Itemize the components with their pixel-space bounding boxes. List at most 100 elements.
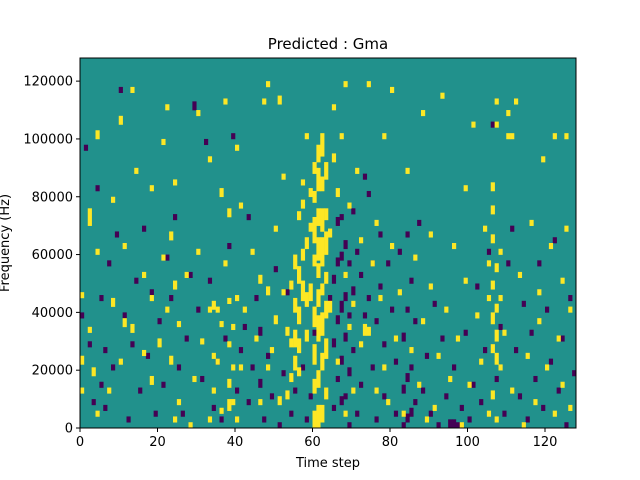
x-tick-label: 0 (76, 435, 84, 450)
heatmap-cell-high (300, 179, 306, 186)
heatmap-cell-low (436, 422, 441, 429)
heatmap-cell-low (475, 283, 480, 290)
heatmap-cell-low (339, 396, 344, 406)
heatmap-cell-high (506, 110, 511, 117)
heatmap-cell-low (99, 381, 104, 388)
heatmap-cell-low (479, 399, 484, 406)
heatmap-cell-high (537, 289, 542, 296)
heatmap-cell-high (297, 211, 302, 221)
heatmap-cell-high (196, 110, 201, 117)
heatmap-cell-high (475, 312, 480, 319)
heatmap-cell-high (382, 364, 387, 371)
heatmap-cell-high (533, 399, 538, 406)
heatmap-cell-high (219, 407, 224, 414)
heatmap-cell-low (328, 295, 333, 302)
heatmap-cell-high (413, 254, 418, 261)
heatmap-cell-high (312, 344, 317, 365)
heatmap-cell-high (483, 225, 488, 232)
heatmap-cell-high (486, 260, 492, 267)
heatmap-cell-high (149, 295, 154, 302)
heatmap-cell-low (231, 133, 236, 140)
heatmap-cell-low (405, 306, 410, 313)
heatmap-cell-low (494, 375, 499, 383)
heatmap-cell-high (207, 306, 213, 313)
heatmap-cell-high (184, 271, 189, 278)
heatmap-cell-high (142, 271, 147, 278)
heatmap-cell-low (219, 416, 224, 423)
heatmap-cell-low (378, 283, 383, 290)
heatmap-cell-high (541, 156, 546, 163)
heatmap-cell-high (122, 318, 127, 328)
heatmap-cell-high (227, 378, 232, 388)
heatmap-cell-high (238, 364, 244, 371)
heatmap-cell-low (134, 277, 139, 284)
heatmap-cell-low (362, 173, 368, 180)
heatmap-cell-high (374, 387, 379, 394)
heatmap-cell-high (328, 228, 333, 238)
heatmap-cell-high (316, 404, 321, 429)
heatmap-cell-high (304, 329, 309, 342)
heatmap-cell-high (223, 260, 228, 267)
heatmap-cell-high (297, 338, 302, 354)
heatmap-cell-high (277, 396, 282, 406)
y-tick-label: 80000 (32, 190, 73, 205)
heatmap-cell-low (180, 410, 185, 417)
heatmap-cell-high (517, 271, 523, 278)
heatmap-cell-high (490, 205, 495, 215)
heatmap-cell-high (95, 248, 100, 255)
heatmap-cell-high (432, 404, 437, 411)
heatmap-cell-high (80, 387, 85, 394)
heatmap-cell-low (506, 260, 511, 267)
x-tick-label: 120 (533, 435, 558, 450)
heatmap-cell-high (289, 338, 294, 348)
heatmap-cell-low (390, 306, 395, 313)
heatmap-cell-low (347, 367, 352, 377)
heatmap-cell-high (320, 404, 325, 423)
heatmap-cell-high (494, 98, 499, 105)
heatmap-cell-low (347, 422, 352, 429)
heatmap-cell-low (568, 295, 573, 302)
heatmap-cell-low (355, 410, 360, 417)
heatmap-cell-low (339, 355, 344, 365)
heatmap-cell-high (293, 254, 298, 270)
heatmap-cell-high (285, 326, 290, 336)
heatmap-cell-low (444, 393, 449, 400)
heatmap-cell-high (486, 295, 492, 302)
heatmap-cell-high (440, 92, 445, 99)
heatmap-cell-high (165, 306, 170, 313)
heatmap-cell-high (401, 410, 406, 417)
heatmap-cell-low (374, 416, 379, 423)
heatmap-cell-low (142, 225, 147, 232)
heatmap-cell-high (498, 248, 503, 255)
heatmap-cell-high (331, 153, 337, 163)
heatmap-cell-high (494, 352, 499, 365)
heatmap-cell-high (335, 188, 340, 198)
heatmap-cell-high (521, 422, 526, 429)
heatmap-cell-high (269, 347, 275, 354)
heatmap-cell-high (452, 243, 457, 250)
heatmap-cell-high (149, 185, 154, 192)
heatmap-cell-low (339, 300, 344, 313)
heatmap-cell-high (297, 266, 302, 284)
heatmap-cell-high (231, 399, 236, 406)
heatmap-cell-low (343, 393, 348, 400)
heatmap-cell-high (316, 144, 321, 163)
heatmap-cell-low (413, 318, 418, 325)
heatmap-cell-low (401, 384, 406, 394)
heatmap-cell-low (498, 323, 503, 331)
y-tick-label: 60000 (32, 248, 73, 263)
heatmap-cell-high (312, 306, 317, 328)
heatmap-cell-high (494, 329, 499, 342)
heatmap-cell-high (463, 277, 468, 284)
heatmap-cell-high (525, 352, 530, 359)
heatmap-cell-high (564, 133, 569, 140)
heatmap-cell-low (351, 286, 356, 296)
heatmap-cell-high (316, 167, 321, 192)
heatmap-cell-low (235, 387, 240, 394)
heatmap-cell-low (521, 300, 526, 307)
heatmap-cell-high (436, 352, 441, 359)
heatmap-cell-high (157, 338, 162, 348)
heatmap-cell-high (490, 182, 495, 192)
heatmap-cell-low (269, 393, 275, 400)
